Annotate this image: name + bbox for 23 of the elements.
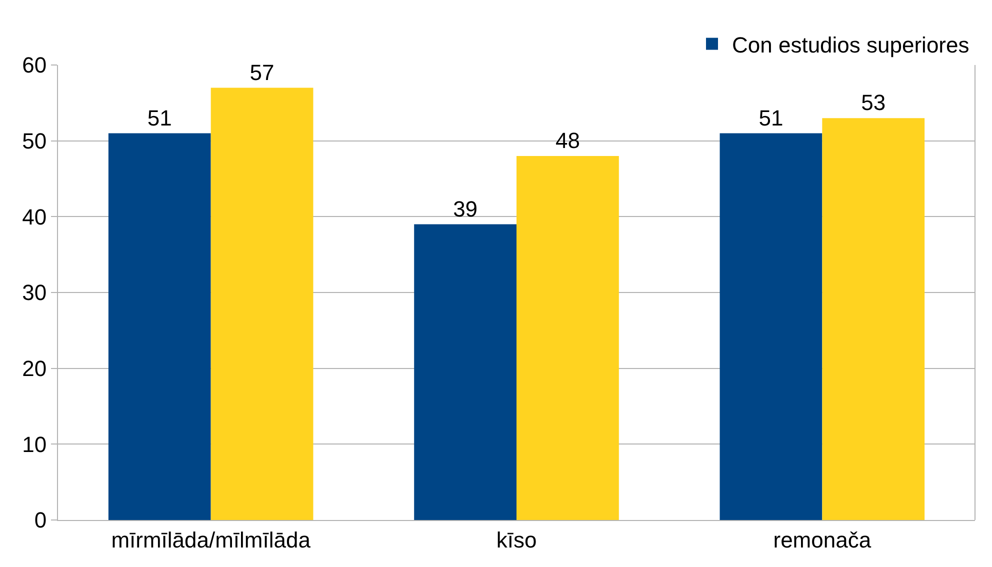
- bar: [210, 88, 314, 520]
- x-tick-label: mīrmīlāda/mīlmīlāda: [111, 527, 312, 552]
- y-tick-label: 60: [22, 52, 47, 78]
- y-tick-label: 30: [22, 280, 47, 306]
- bar: [822, 118, 925, 520]
- data-label: 48: [555, 128, 580, 153]
- y-tick-label: 40: [22, 204, 47, 230]
- bar: [720, 133, 822, 520]
- bar: [414, 224, 516, 520]
- data-label: 57: [250, 60, 274, 85]
- legend-label: Con estudios superiores: [732, 32, 970, 58]
- bar: [108, 133, 211, 520]
- x-tick-label: remonača: [773, 527, 872, 552]
- x-tick-label: kīso: [496, 527, 537, 552]
- y-tick-label: 50: [22, 128, 47, 154]
- data-label: 53: [861, 90, 886, 116]
- data-label: 51: [147, 105, 172, 130]
- bar: [516, 156, 619, 520]
- y-tick-label: 20: [22, 356, 47, 382]
- y-tick-label: 0: [34, 508, 47, 533]
- data-label: 39: [453, 196, 478, 222]
- data-label: 51: [758, 105, 784, 130]
- y-tick-label: 10: [22, 432, 47, 457]
